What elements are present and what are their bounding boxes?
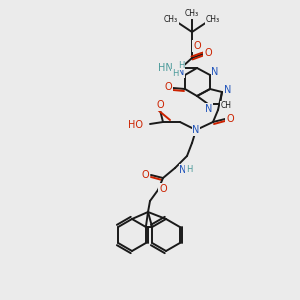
Text: CH₃: CH₃: [185, 10, 199, 19]
Text: O: O: [193, 41, 201, 51]
Text: N: N: [205, 104, 213, 114]
Text: O: O: [164, 82, 172, 92]
Text: N: N: [192, 125, 200, 135]
Text: N: N: [177, 67, 185, 77]
Text: O: O: [156, 100, 164, 110]
Text: H: H: [186, 166, 192, 175]
Text: HO: HO: [128, 120, 143, 130]
Text: O: O: [226, 114, 234, 124]
Text: O: O: [204, 48, 212, 58]
Text: H: H: [172, 70, 178, 79]
Text: O: O: [159, 184, 167, 194]
Text: N: N: [224, 85, 232, 95]
Text: CH₃: CH₃: [206, 16, 220, 25]
Text: N: N: [179, 165, 187, 175]
Text: CH: CH: [220, 101, 232, 110]
Text: HN: HN: [158, 63, 173, 73]
Text: O: O: [141, 170, 149, 180]
Text: CH₃: CH₃: [164, 16, 178, 25]
Text: H: H: [178, 61, 184, 70]
Text: N: N: [211, 67, 219, 77]
